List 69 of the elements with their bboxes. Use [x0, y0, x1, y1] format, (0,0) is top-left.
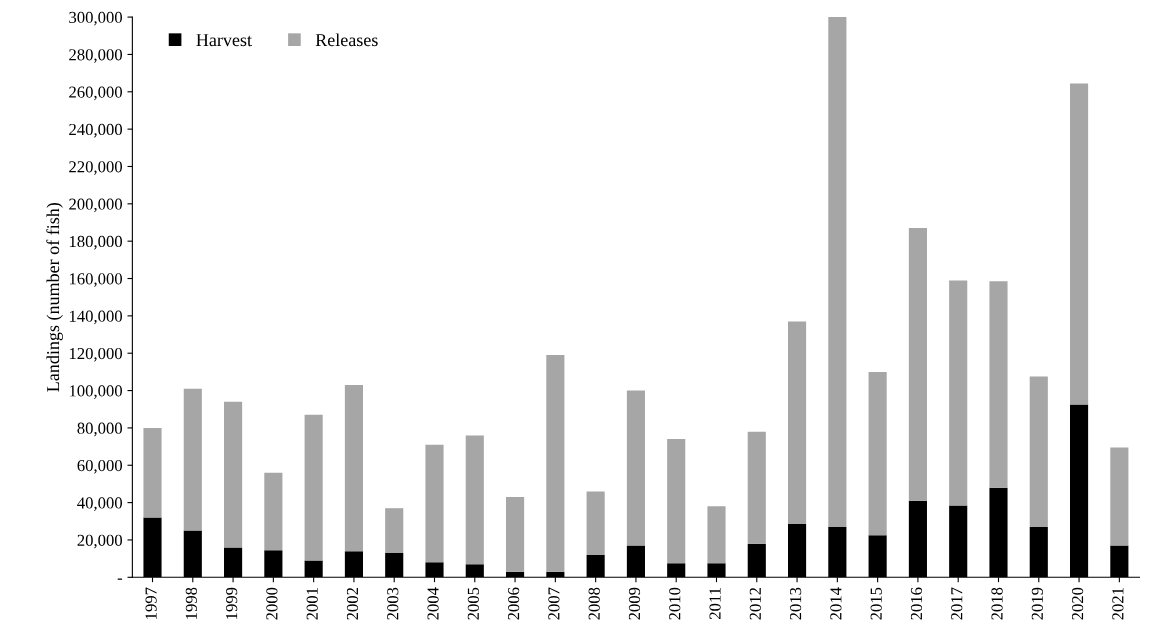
x-tick-label: 2012: [749, 587, 761, 620]
y-tick-label: 220,000: [69, 161, 123, 175]
x-tick-label: 2006: [508, 587, 520, 620]
x-tick-label: 2004: [427, 587, 439, 620]
x-tick-label: 2011: [709, 588, 721, 619]
bar: [707, 506, 726, 564]
x-tick-label: 2000: [266, 587, 278, 620]
bar: [626, 390, 645, 546]
y-tick-label: 260,000: [69, 86, 123, 101]
legend-label: Releases: [315, 33, 378, 47]
x-tick-label: 2018: [991, 587, 1003, 620]
x-tick-label: 2002: [346, 587, 359, 620]
bar: [828, 17, 847, 527]
bar: [868, 371, 887, 536]
bar: [586, 491, 605, 555]
bar: [425, 444, 444, 563]
x-tick-label: 2013: [789, 587, 802, 620]
bar: [264, 472, 283, 551]
legend-label: Harvest: [196, 34, 252, 47]
bar: [1110, 447, 1129, 546]
y-tick-label: 20,000: [77, 534, 123, 549]
bar: [304, 414, 323, 561]
y-axis-title: Landings (number of fish): [46, 202, 63, 392]
bar: [224, 401, 243, 548]
x-tick-label: 2020: [1071, 587, 1084, 620]
x-tick-label: 2019: [1031, 587, 1043, 620]
x-tick-label: 2003: [387, 587, 399, 620]
y-tick-label: 240,000: [69, 123, 123, 138]
bar: [385, 508, 404, 554]
bar: [344, 384, 363, 552]
x-tick-label: 2014: [830, 587, 842, 620]
y-tick-label: -: [117, 578, 123, 580]
x-tick-label: 2008: [588, 587, 600, 620]
y-tick-label: 40,000: [77, 497, 123, 511]
x-tick-label: 1998: [185, 587, 197, 619]
y-tick-label: 60,000: [77, 459, 123, 474]
bar: [143, 427, 162, 518]
y-tick-label: 180,000: [69, 235, 123, 250]
y-tick-label: 200,000: [69, 198, 123, 213]
bar: [667, 439, 686, 564]
x-tick-label: 2021: [1112, 588, 1124, 620]
y-tick-label: 160,000: [69, 273, 123, 287]
y-tick-label: 120,000: [69, 347, 123, 362]
bar: [1029, 376, 1048, 527]
x-tick-label: 2005: [467, 587, 479, 620]
y-tick-label: 140,000: [69, 310, 123, 325]
bar: [908, 228, 927, 501]
bar: [747, 431, 766, 544]
bar: [465, 435, 484, 565]
x-tick-label: 2016: [910, 587, 923, 620]
y-tick-label: 300,000: [69, 11, 123, 26]
x-tick-label: 2010: [669, 587, 681, 620]
bar: [949, 280, 968, 506]
y-tick-label: 280,000: [69, 49, 123, 63]
x-tick-label: 2007: [548, 587, 560, 620]
x-tick-label: 1999: [226, 587, 238, 619]
y-tick-label: 100,000: [69, 385, 123, 399]
bar: [183, 388, 202, 531]
x-tick-label: 2001: [306, 588, 318, 620]
bar: [989, 281, 1008, 488]
x-tick-label: 2009: [628, 587, 641, 620]
x-tick-label: 2017: [951, 587, 963, 620]
bar: [506, 497, 525, 572]
bar: [1070, 83, 1089, 405]
bar: [788, 321, 807, 525]
x-tick-label: 2015: [870, 587, 882, 620]
x-tick-label: 1997: [145, 587, 157, 619]
y-tick-label: 80,000: [77, 422, 123, 437]
bar: [546, 355, 565, 572]
